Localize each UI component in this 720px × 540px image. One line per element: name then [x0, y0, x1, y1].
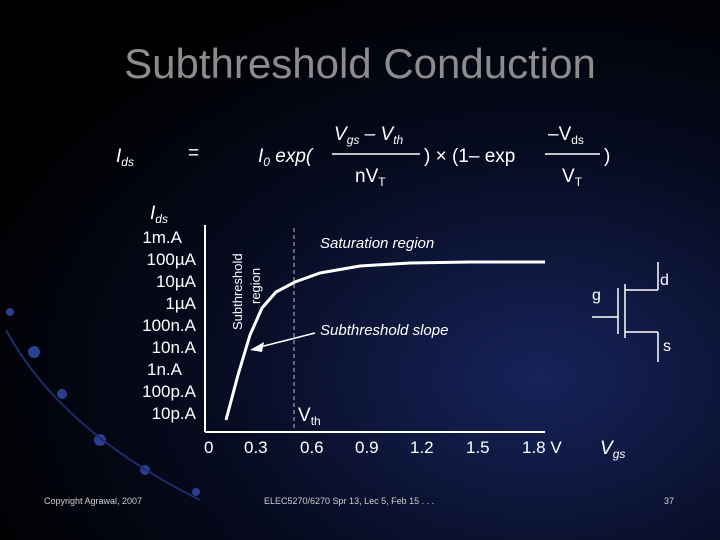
equation-i0: I0 exp(	[258, 146, 313, 169]
equation-lhs: Ids	[116, 146, 134, 169]
x-tick-label: 1.8 V	[522, 438, 562, 457]
vth-label: Vth	[298, 405, 321, 428]
x-tick-label: 0.6	[300, 438, 324, 457]
equation-numerator-1: Vgs – Vth	[334, 124, 404, 147]
gate-label: g	[592, 287, 601, 304]
x-tick-label: 0	[204, 438, 214, 457]
y-tick-label: 10p.A	[151, 404, 196, 423]
footer-page-number: 37	[664, 496, 675, 506]
slope-arrow-head	[250, 342, 264, 352]
subthreshold-slope-label: Subthreshold slope	[320, 322, 449, 339]
decorative-bullets	[6, 308, 200, 496]
x-tick-label: 0.3	[244, 438, 268, 457]
equation-close: )	[604, 146, 611, 167]
y-tick-label: 100µA	[146, 250, 197, 269]
id-curve	[224, 260, 545, 421]
transistor-symbol	[592, 262, 659, 362]
slope-arrow-line	[259, 332, 316, 348]
equation-equals: =	[188, 143, 200, 164]
source-label: s	[663, 338, 671, 355]
x-tick-label: 1.5	[466, 438, 490, 457]
equation-denominator-1: nVT	[355, 166, 386, 189]
subthreshold-region-label-line1: Subthreshold	[230, 253, 245, 330]
y-tick-label: 10µA	[155, 272, 196, 291]
footer-copyright: Copyright Agrawal, 2007	[44, 496, 143, 506]
y-tick-label: 1m.A	[142, 228, 182, 247]
drain-label: d	[660, 272, 669, 289]
y-tick-label: 1n.A	[147, 360, 182, 379]
y-tick-label: 10n.A	[151, 338, 196, 357]
y-tick-label: 100p.A	[142, 382, 196, 401]
y-tick-label: 100n.A	[142, 316, 196, 335]
y-tick-label: 1µA	[165, 294, 196, 313]
x-tick-label: 0.9	[355, 438, 379, 457]
equation-denominator-2: VT	[562, 166, 583, 189]
x-tick-label: 1.2	[410, 438, 434, 457]
slide-title: Subthreshold Conduction	[124, 40, 596, 87]
saturation-region-label: Saturation region	[320, 235, 435, 252]
footer-course: ELEC5270/6270 Spr 13, Lec 5, Feb 15 . . …	[264, 496, 435, 506]
equation-middle: ) × (1– exp	[424, 146, 516, 167]
equation-numerator-2: –Vds	[548, 124, 584, 147]
x-axis-label: Vgs	[600, 438, 626, 461]
y-axis-label: Ids	[150, 203, 168, 226]
subthreshold-region-label-line2: region	[248, 267, 263, 304]
